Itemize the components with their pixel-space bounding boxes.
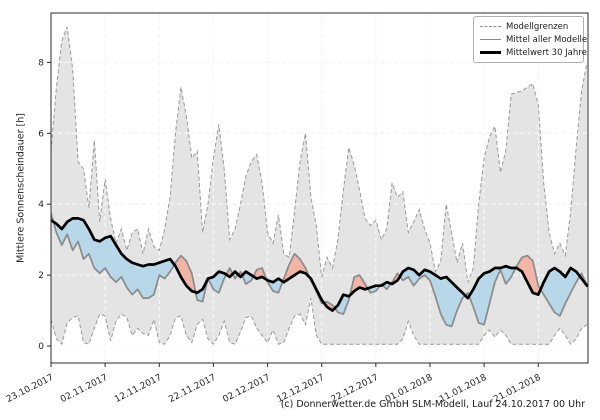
y-axis-label: Mittlere Sonnenscheindauer [h] (15, 113, 27, 263)
legend-label: Modellgrenzen (506, 21, 569, 32)
x-tick-label: 22.11.2017 (167, 373, 217, 405)
y-tick-label: 2 (38, 271, 44, 281)
x-tick-label: 02.11.2017 (59, 373, 109, 405)
x-tick-label: 23.10.2017 (5, 373, 55, 405)
x-tick-label: 12.11.2017 (113, 373, 163, 405)
legend-item-modellgrenzen: Modellgrenzen (480, 21, 576, 32)
black-line-sample-icon (480, 51, 501, 54)
y-tick-label: 6 (38, 129, 44, 139)
legend-item-mittelwert-30-jahre: Mittelwert 30 Jahre (480, 47, 587, 58)
legend-label: Mittelwert 30 Jahre (506, 47, 587, 58)
legend: Modellgrenzen Mittel aller Modelle Mitte… (473, 16, 587, 63)
y-tick-label: 8 (38, 58, 44, 68)
y-tick-label: 0 (38, 342, 44, 352)
legend-item-mittel-aller-modelle: Mittel aller Modelle (480, 34, 587, 45)
y-tick-label: 4 (38, 200, 44, 210)
legend-label: Mittel aller Modelle (506, 34, 588, 45)
x-tick-label: 02.12.2017 (221, 373, 271, 405)
copyright-footer: (c) Donnerwetter.de GmbH SLM-Modell, Lau… (280, 399, 585, 410)
dashed-line-sample-icon (480, 26, 501, 27)
gray-line-sample-icon (480, 39, 501, 40)
